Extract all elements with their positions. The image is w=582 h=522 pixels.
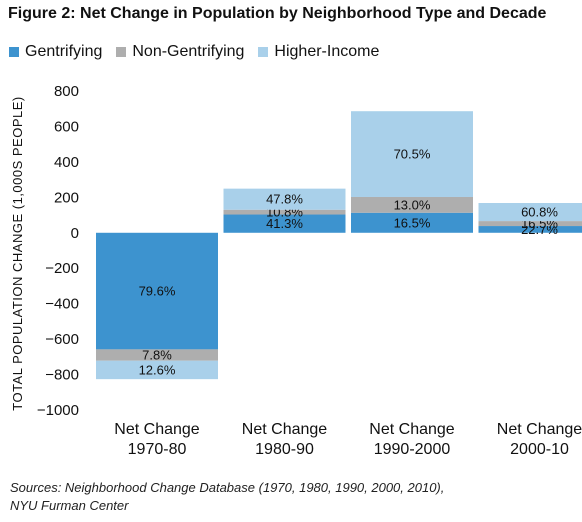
- legend-item-gentrifying: Gentrifying: [9, 43, 102, 61]
- chart-title: Figure 2: Net Change in Population by Ne…: [8, 5, 547, 22]
- x-category-label: Net Change: [369, 421, 454, 438]
- bar-segment: [351, 111, 473, 197]
- segment-label: 7.8%: [142, 348, 172, 363]
- legend-label-non-gentrifying: Non-Gentrifying: [132, 43, 245, 60]
- y-tick-label: −400: [45, 296, 79, 313]
- y-tick-label: −1000: [37, 402, 79, 419]
- segment-label: 12.6%: [139, 362, 176, 377]
- x-category-label: 2000-10: [510, 441, 569, 458]
- x-category-label: 1980-90: [255, 441, 314, 458]
- x-category-label: 1990-2000: [374, 441, 451, 458]
- bar-segment: [478, 221, 582, 227]
- legend-label-gentrifying: Gentrifying: [25, 43, 103, 60]
- y-tick-label: 200: [54, 189, 79, 206]
- x-category-label: 1970-80: [128, 441, 187, 458]
- source-note: Sources: Neighborhood Change Database (1…: [10, 479, 444, 515]
- legend-item-higher-income: Higher-Income: [258, 43, 379, 61]
- segment-label: 13.0%: [394, 197, 431, 212]
- legend-item-non-gentrifying: Non-Gentrifying: [116, 43, 244, 61]
- bar-segment: [96, 232, 218, 350]
- segment-label: 70.5%: [394, 147, 431, 162]
- bar-segment: [351, 196, 473, 213]
- bar-segment: [351, 212, 473, 233]
- legend-swatch-non-gentrifying: [116, 47, 127, 57]
- segment-label: 47.8%: [266, 192, 303, 207]
- source-line-2: NYU Furman Center: [10, 498, 129, 513]
- bar-segment: [478, 203, 582, 222]
- y-tick-label: 800: [54, 83, 79, 100]
- bar-segment: [96, 349, 218, 361]
- segment-label: 16.5%: [394, 215, 431, 230]
- y-axis-label: TOTAL POPULATION CHANGE (1,000S PEOPLE): [10, 96, 25, 411]
- bar-segment: [223, 188, 346, 210]
- bar-segment: [223, 209, 346, 215]
- bar-segment: [96, 360, 218, 380]
- y-tick-label: 400: [54, 154, 79, 171]
- bar-segment: [223, 214, 346, 233]
- legend-swatch-higher-income: [258, 47, 269, 57]
- x-category-label: Net Change: [114, 421, 199, 438]
- y-tick-label: 600: [54, 118, 79, 135]
- y-tick-label: −600: [45, 331, 79, 348]
- y-tick-label: −200: [45, 260, 79, 277]
- bar-segment: [478, 226, 582, 233]
- segment-label: 79.6%: [139, 284, 176, 299]
- legend: Gentrifying Non-Gentrifying Higher-Incom…: [9, 42, 393, 62]
- legend-swatch-gentrifying: [9, 47, 19, 57]
- x-category-label: Net Change: [497, 421, 582, 438]
- stacked-bar-chart: TOTAL POPULATION CHANGE (1,000S PEOPLE) 8…: [10, 83, 582, 458]
- segment-label: 60.8%: [521, 205, 558, 220]
- x-category-label: Net Change: [242, 421, 327, 438]
- legend-label-higher-income: Higher-Income: [274, 43, 380, 60]
- y-tick-label: 0: [71, 225, 79, 242]
- segment-label: 41.3%: [266, 216, 303, 231]
- source-line-1: Sources: Neighborhood Change Database (1…: [10, 480, 445, 495]
- y-tick-label: −800: [45, 367, 79, 384]
